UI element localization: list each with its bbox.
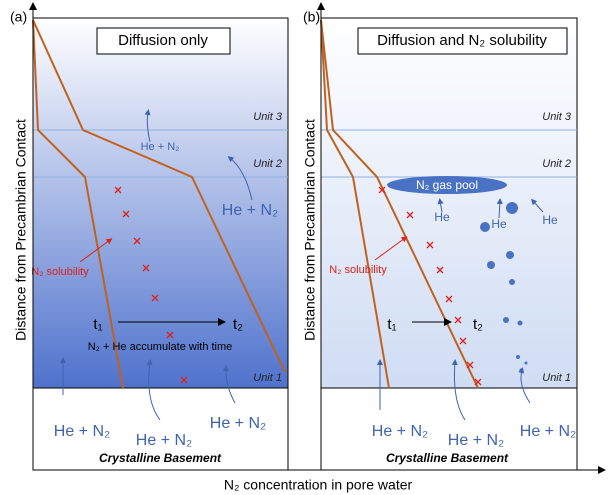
solubility-arrow [374,236,408,261]
flux-label: He + N₂ [54,423,110,440]
profile-t2 [320,19,479,389]
basement-label: Crystalline Basement [386,451,509,465]
time-label: t₂ [233,316,243,333]
unit-label: Unit 2 [542,158,571,170]
time-label: t₂ [473,316,483,333]
flux-arrow [227,156,253,201]
panel-label: (a) [10,9,27,25]
flux-arrow [530,198,544,213]
y-axis-label: Distance from Precambrian Contact [302,119,318,341]
time-label: t₁ [93,316,102,333]
flux-arrow [496,198,503,219]
panel-label: (b) [303,9,320,25]
unit-label: Unit 3 [542,111,572,123]
red-marks [378,186,482,386]
gas-pool-label: N₂ gas pool [416,178,478,192]
flux-arrow [146,359,161,421]
solubility-arrow [79,238,113,263]
profile-t1 [32,19,124,389]
flux-label: He + N₂ [141,141,180,153]
profile-t1 [320,19,390,389]
flux-arrow [222,365,236,404]
red-marks [114,186,188,384]
panel-title: Diffusion and N₂ solubility [377,32,547,49]
flux-arrow [437,198,444,213]
bubble-label: He [542,213,558,227]
x-axis-label: N₂ concentration in pore water [224,477,413,493]
y-axis-label: Distance from Precambrian Contact [13,119,29,341]
unit-label: Unit 2 [253,158,282,170]
bubble-label: He [491,217,507,231]
flux-arrow [451,359,466,421]
title-box [96,27,231,55]
flux-label: He + N₂ [210,415,266,432]
solubility-label: N₂ solubility [329,264,387,276]
unit-label: Unit 3 [253,111,283,123]
flux-label: He + N₂ [222,202,278,219]
flux-label: He + N₂ [520,423,576,440]
basement-label: Crystalline Basement [99,451,222,465]
time-label: t₁ [387,316,396,333]
title-box [357,27,568,55]
bubbles [387,176,528,372]
panel-a-area [32,17,289,389]
flux-label: He + N₂ [372,423,428,440]
solubility-label: N₂ solubility [31,266,89,278]
flux-arrow [144,109,151,143]
unit-label: Unit 1 [542,372,571,384]
panel-b-basement [320,387,578,471]
note: N₂ + He accumulate with time [88,341,233,353]
panel-title: Diffusion only [118,32,208,49]
profile-t2 [32,19,286,373]
flux-label: He + N₂ [136,432,192,449]
bubble-label: He [434,210,450,224]
flux-arrow [518,367,531,404]
panel-b-area [320,17,578,389]
unit-label: Unit 1 [253,372,282,384]
flux-label: He + N₂ [448,432,504,449]
panel-a-basement [32,387,289,471]
